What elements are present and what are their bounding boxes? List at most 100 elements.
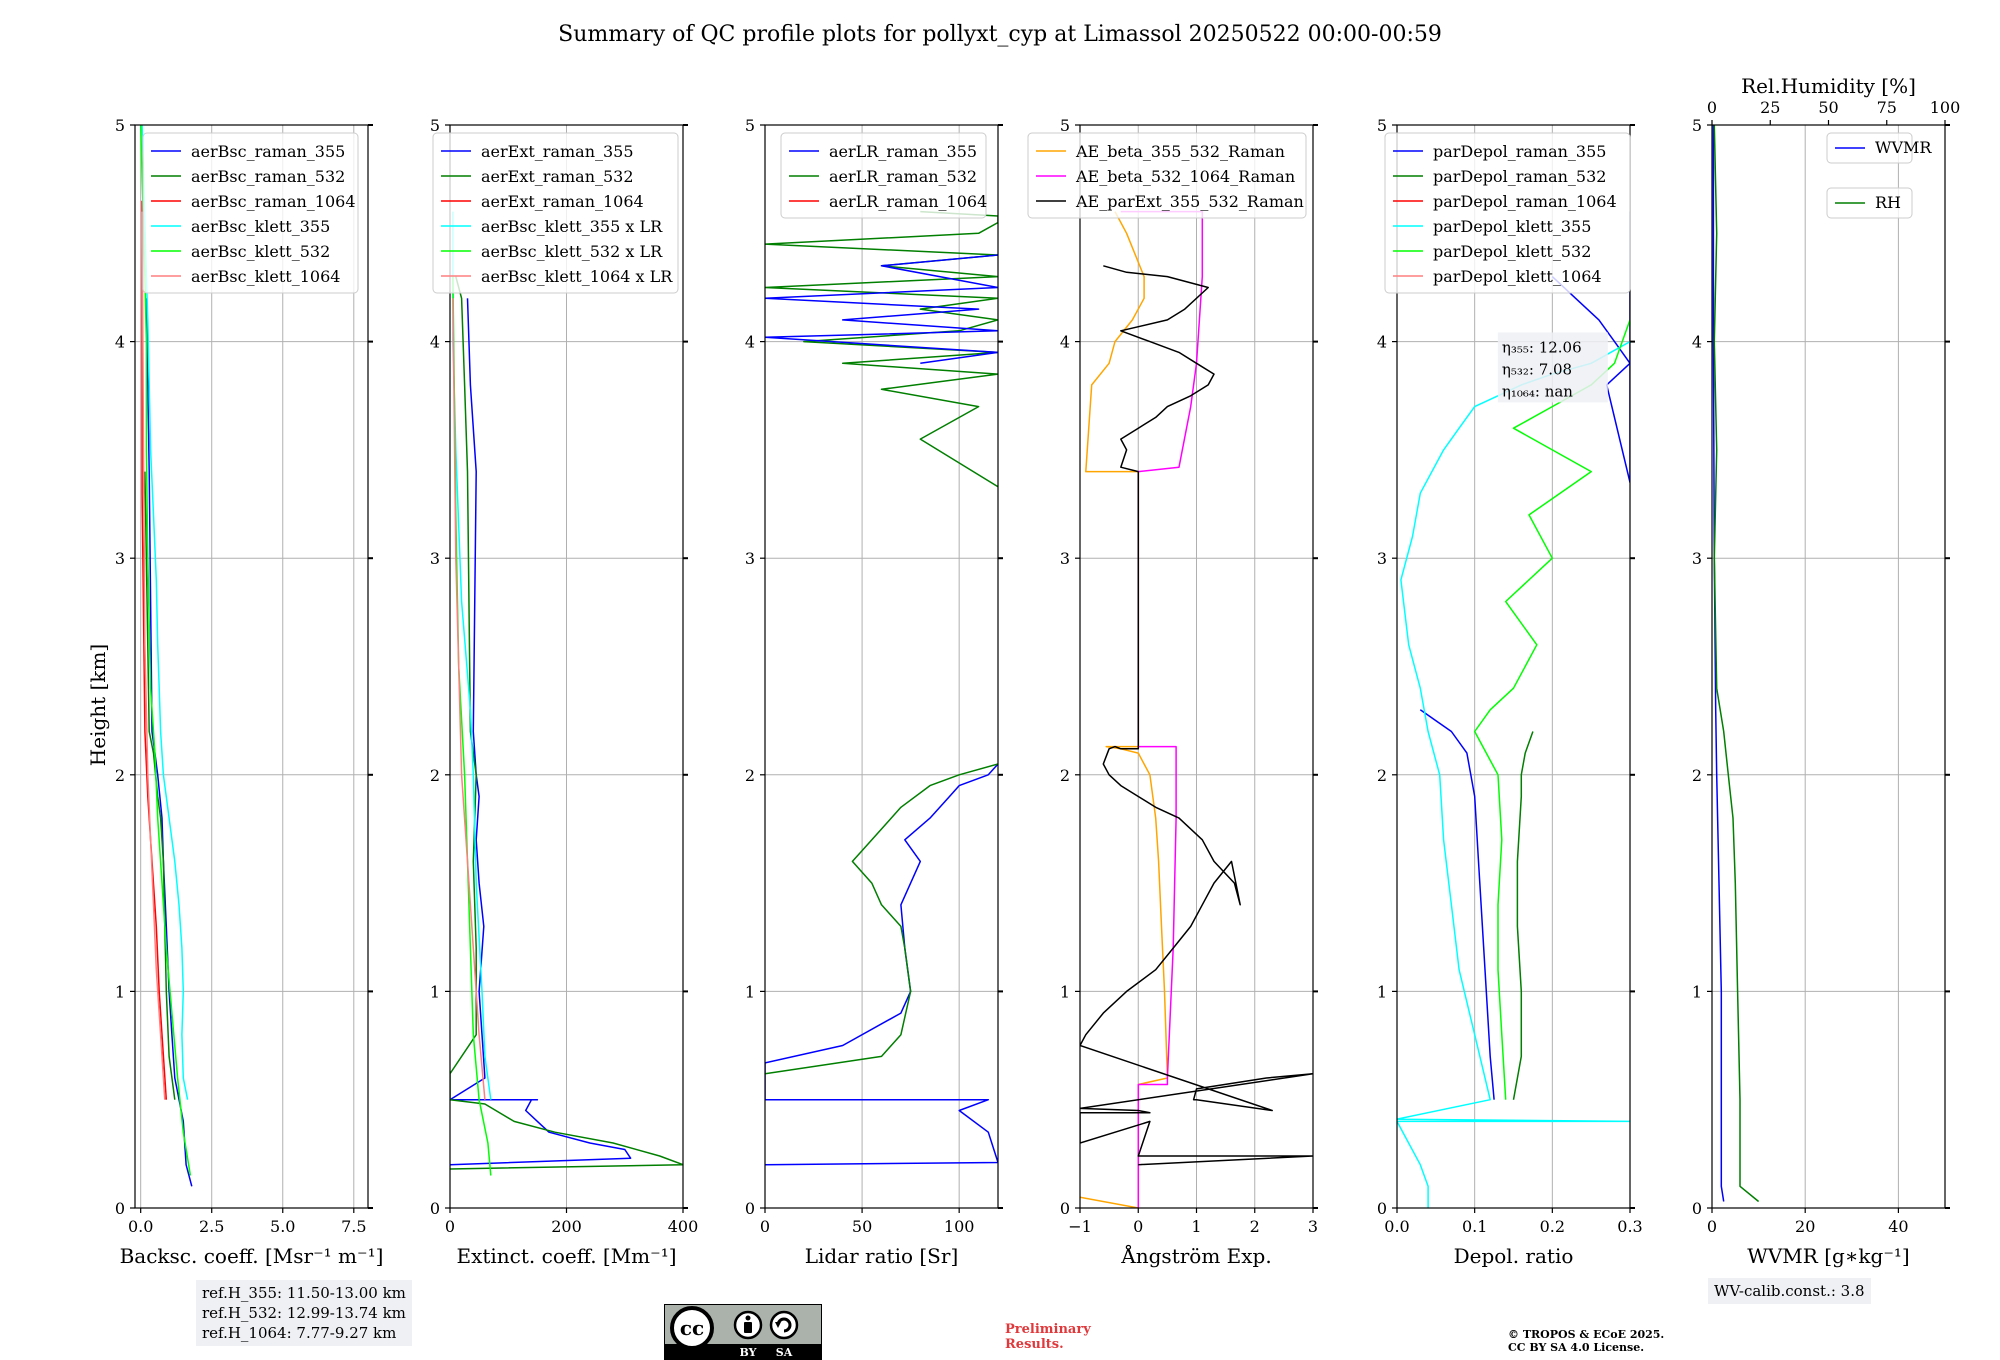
series-parDepol_raman_355 (upper): [1551, 211, 1630, 484]
sa-label: SA: [776, 1346, 793, 1359]
legend-label: aerBsc_raman_1064: [191, 192, 356, 211]
preliminary-line-1: Preliminary: [1005, 1322, 1091, 1337]
preliminary-note: Preliminary Results.: [1005, 1322, 1145, 1352]
y-tick-label: 4: [1377, 333, 1387, 352]
series-parDepol_klett_355: [1397, 340, 1630, 1208]
y-tick-label: 5: [115, 116, 125, 135]
copyright-line-1: © TROPOS & ECoE 2025.: [1508, 1328, 1665, 1341]
series-aerExt_raman_355: [450, 298, 632, 1166]
legend-label: parDepol_klett_355: [1433, 217, 1591, 236]
legend: AE_beta_355_532_Raman AE_beta_532_1064_Ra…: [1027, 132, 1307, 219]
refh-1064: ref.H_1064: 7.77-9.27 km: [202, 1324, 397, 1342]
legend-label: aerExt_raman_1064: [481, 192, 644, 211]
refh-355: ref.H_355: 11.50-13.00 km: [202, 1284, 406, 1302]
cc-icon: [670, 1306, 714, 1350]
legend: parDepol_raman_355 parDepol_raman_532 parD…: [1384, 132, 1631, 294]
annotation-line: η₅₃₂: 7.08: [1502, 360, 1572, 378]
legend-label: aerLR_raman_355: [829, 142, 977, 161]
y-tick-label: 2: [430, 766, 440, 785]
top-x-axis-label: Rel.Humidity [%]: [1741, 74, 1916, 98]
legend-label: aerBsc_klett_532 x LR: [481, 242, 663, 261]
legend-label: AE_beta_532_1064_Raman: [1075, 167, 1295, 186]
x-axis-label: Backsc. coeff. [Msr⁻¹ m⁻¹]: [120, 1244, 384, 1268]
y-tick-label: 5: [1060, 116, 1070, 135]
x-tick-label: 0.3: [1617, 1217, 1642, 1236]
y-tick-label: 5: [430, 116, 440, 135]
cc-license-badge[interactable]: cc BY SA: [664, 1304, 822, 1360]
y-tick-label: 4: [1692, 333, 1702, 352]
y-tick-label: 4: [430, 333, 440, 352]
y-tick-label: 3: [1692, 549, 1702, 568]
legend-label: aerLR_raman_532: [829, 167, 977, 186]
preliminary-line-2: Results.: [1005, 1337, 1064, 1352]
series-group: [1080, 210, 1313, 1208]
plot-frame: [1711, 124, 1946, 1209]
y-axis-label: Height [km]: [86, 644, 110, 766]
legend-label: aerBsc_klett_532: [191, 242, 330, 261]
panel-bsc: 0.0 2.5 5.0 7.5 0 1 2 3 4 5 Backsc. coeff. [Msr⁻¹ …: [115, 116, 384, 1268]
x-tick-label: 2.5: [199, 1217, 224, 1236]
by-label: BY: [740, 1346, 757, 1359]
legend: aerBsc_raman_355 aerBsc_raman_532 aerBsc_r…: [142, 132, 359, 294]
series-parDepol_raman_532: [1512, 731, 1534, 1100]
panel-depol: 0.0 0.1 0.2 0.3 0 1 2 3 4 5 Depol. ratio parDepol_r…: [1377, 116, 1643, 1268]
top-x-tick-label: 50: [1818, 98, 1838, 117]
y-tick-label: 4: [745, 333, 755, 352]
series-aerBsc_klett_1064 x LR: [452, 298, 486, 1100]
panel-ext: 0 200 400 0 1 2 3 4 5 Extinct. coeff. [Mm⁻¹] aerEx…: [430, 116, 698, 1268]
legend-box: [1826, 132, 1913, 164]
legend-box: [780, 132, 987, 219]
x-tick-label: 5.0: [270, 1217, 295, 1236]
y-tick-label: 1: [115, 982, 125, 1001]
series-group: [765, 210, 998, 1166]
y-tick-label: 4: [115, 333, 125, 352]
x-tick-label: 0.2: [1540, 1217, 1565, 1236]
series-AE_beta_355_532_Raman: [1080, 211, 1169, 1208]
series-group: [1397, 211, 1630, 1208]
legend-box: [1384, 132, 1631, 294]
x-tick-label: 200: [551, 1217, 582, 1236]
legend-label: parDepol_raman_532: [1433, 167, 1606, 186]
series-aerLR_raman_532: [765, 763, 998, 1075]
legend-box: [432, 132, 679, 294]
annotation-line: η₃₅₅: 12.06: [1502, 338, 1582, 356]
y-tick-label: 0: [1377, 1199, 1387, 1218]
series-RH: [1713, 125, 1760, 1203]
y-tick-label: 4: [1060, 333, 1070, 352]
top-x-tick-label: 100: [1930, 98, 1961, 117]
series-group: [450, 211, 683, 1176]
y-tick-label: 2: [1060, 766, 1070, 785]
series-parDepol_klett_532: [1473, 319, 1630, 1100]
top-x-tick-label: 25: [1760, 98, 1780, 117]
legend-label: aerBsc_raman_355: [191, 142, 345, 161]
series-aerLR_raman_532 (upper): [765, 210, 998, 488]
series-parDepol_raman_355: [1419, 709, 1495, 1100]
series-aerBsc_raman_532: [144, 471, 176, 1100]
legend-label: parDepol_raman_1064: [1433, 192, 1617, 211]
legend: aerExt_raman_355 aerExt_raman_532 aerExt_r…: [432, 132, 679, 294]
plot-frame: [134, 124, 369, 1209]
sa-icon: [769, 1310, 799, 1340]
x-tick-label: 0.1: [1462, 1217, 1487, 1236]
copyright-note: © TROPOS & ECoE 2025. CC BY SA 4.0 Licen…: [1508, 1328, 1728, 1354]
refh-532: ref.H_532: 12.99-13.74 km: [202, 1304, 406, 1322]
series-aerBsc_klett_355: [141, 125, 189, 1100]
legend-label: aerBsc_klett_355 x LR: [481, 217, 663, 236]
x-tick-label: 100: [944, 1217, 975, 1236]
x-tick-label: 0: [1707, 1217, 1717, 1236]
legend-label: aerExt_raman_355: [481, 142, 634, 161]
y-tick-label: 1: [430, 982, 440, 1001]
series-aerBsc_klett_532: [139, 125, 192, 1176]
y-tick-label: 1: [1692, 982, 1702, 1001]
x-tick-label: 2: [1250, 1217, 1260, 1236]
legend-label: aerBsc_klett_1064: [191, 267, 340, 286]
legend-label: aerBsc_raman_532: [191, 167, 345, 186]
y-tick-label: 2: [745, 766, 755, 785]
x-tick-label: 40: [1888, 1217, 1908, 1236]
x-axis-label: Ångström Exp.: [1120, 1243, 1271, 1268]
legend-label: WVMR: [1875, 138, 1932, 157]
y-tick-label: 3: [430, 549, 440, 568]
